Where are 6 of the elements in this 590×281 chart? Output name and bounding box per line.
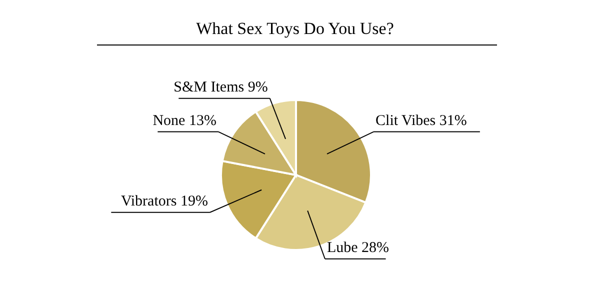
slice-label: Vibrators 19% (120, 193, 208, 210)
slice-label: Clit Vibes 31% (376, 112, 467, 129)
chart-title: What Sex Toys Do You Use? (196, 19, 394, 38)
slice-label: S&M Items 9% (174, 79, 268, 96)
slice-label: Lube 28% (326, 240, 390, 256)
slice-label: None 13% (152, 112, 216, 129)
